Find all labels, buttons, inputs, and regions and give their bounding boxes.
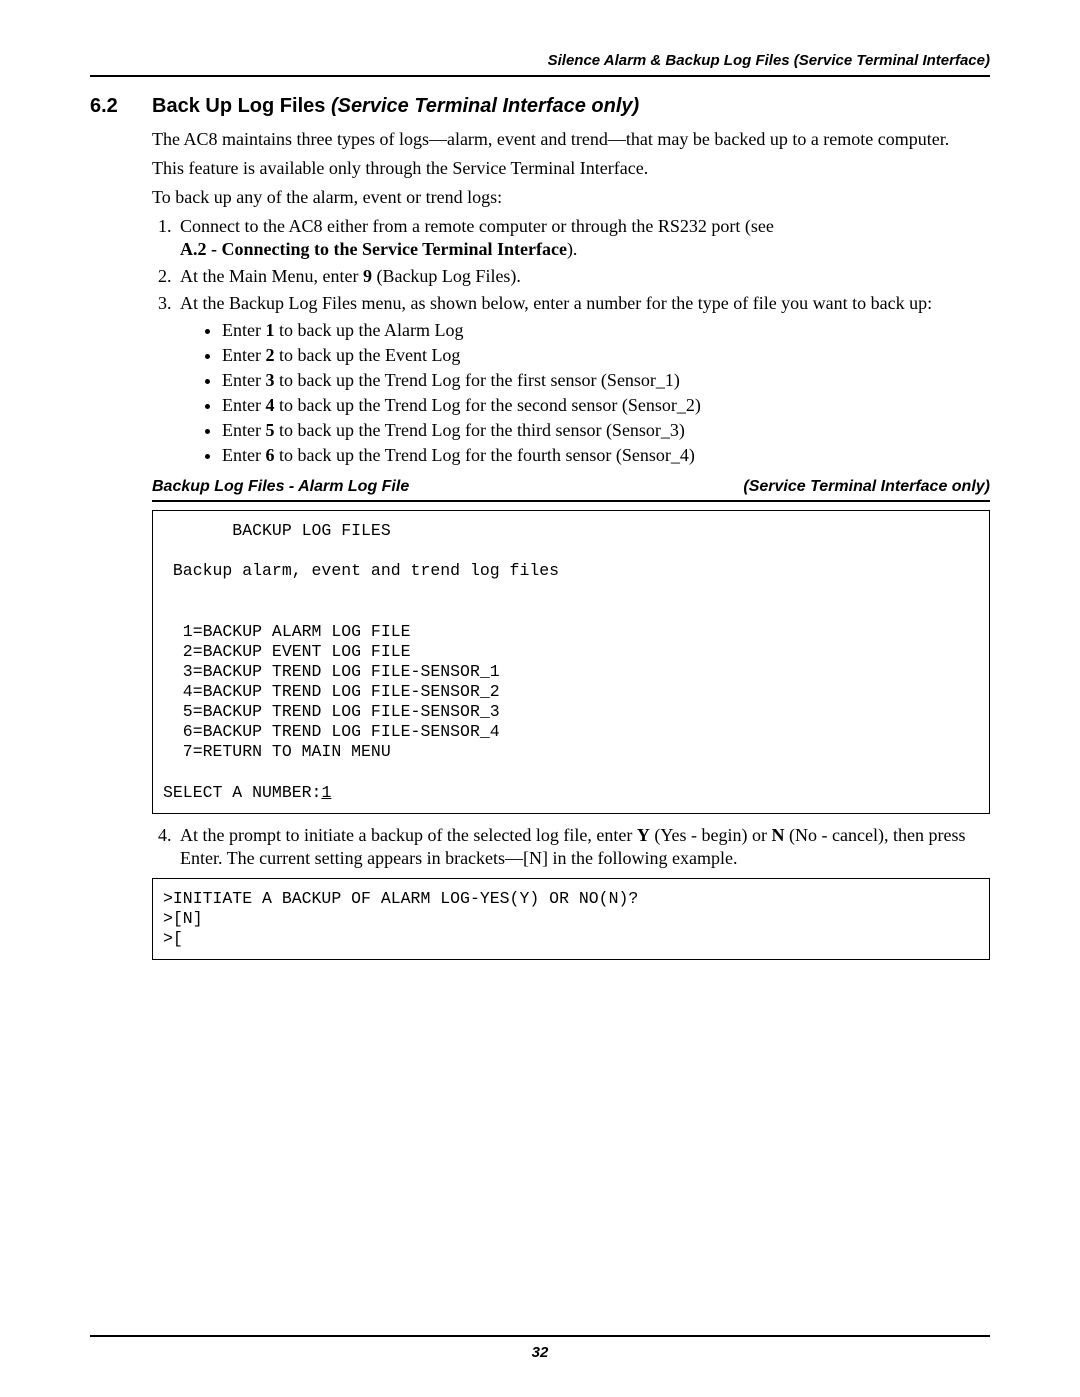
sub-bullets: Enter 1 to back up the Alarm Log Enter 2… (180, 319, 990, 467)
code-line: 6=BACKUP TREND LOG FILE-SENSOR_4 (163, 722, 500, 741)
bullet-text: to back up the Trend Log for the third s… (274, 420, 684, 440)
bullet-text: to back up the Alarm Log (274, 320, 463, 340)
step-bold: A.2 - Connecting to the Service Terminal… (180, 239, 567, 259)
figure-caption-right: (Service Terminal Interface only) (743, 477, 990, 497)
body-text: The AC8 maintains three types of logs—al… (152, 128, 990, 960)
paragraph: The AC8 maintains three types of logs—al… (152, 128, 990, 151)
code-line: BACKUP LOG FILES (163, 521, 391, 540)
section-number: 6.2 (90, 95, 152, 118)
ordered-steps: Connect to the AC8 either from a remote … (152, 215, 990, 467)
document-page: Silence Alarm & Backup Log Files (Servic… (0, 0, 1080, 1397)
code-line: >[ (163, 929, 183, 948)
step-text: ). (567, 239, 578, 259)
bullet-text: to back up the Trend Log for the second … (274, 395, 700, 415)
paragraph: To back up any of the alarm, event or tr… (152, 186, 990, 209)
bullet-text: Enter (222, 420, 265, 440)
step-bold: N (772, 825, 785, 845)
bullet-item: Enter 4 to back up the Trend Log for the… (222, 394, 990, 417)
running-header: Silence Alarm & Backup Log Files (Servic… (90, 52, 990, 77)
figure-caption-left: Backup Log Files - Alarm Log File (152, 477, 409, 497)
section-heading: 6.2 Back Up Log Files (Service Terminal … (90, 95, 990, 118)
terminal-box-2: >INITIATE A BACKUP OF ALARM LOG-YES(Y) O… (152, 878, 990, 960)
step-item: At the Main Menu, enter 9 (Backup Log Fi… (176, 265, 990, 288)
ordered-steps-cont: At the prompt to initiate a backup of th… (152, 824, 990, 870)
step-text: At the prompt to initiate a backup of th… (180, 825, 637, 845)
step-bold: 9 (363, 266, 372, 286)
section-title-plain: Back Up Log Files (152, 95, 331, 117)
step-text: At the Backup Log Files menu, as shown b… (180, 293, 932, 313)
bullet-text: Enter (222, 370, 265, 390)
step-text: Connect to the AC8 either from a remote … (180, 216, 774, 236)
bullet-text: Enter (222, 320, 265, 340)
code-line: 4=BACKUP TREND LOG FILE-SENSOR_2 (163, 682, 500, 701)
bullet-item: Enter 2 to back up the Event Log (222, 344, 990, 367)
bullet-item: Enter 5 to back up the Trend Log for the… (222, 419, 990, 442)
paragraph: This feature is available only through t… (152, 157, 990, 180)
code-line: 7=RETURN TO MAIN MENU (163, 742, 391, 761)
code-line: >INITIATE A BACKUP OF ALARM LOG-YES(Y) O… (163, 889, 638, 908)
code-line: 1=BACKUP ALARM LOG FILE (163, 622, 411, 641)
bullet-text: Enter (222, 395, 265, 415)
figure-caption: Backup Log Files - Alarm Log File (Servi… (152, 477, 990, 501)
bullet-text: Enter (222, 445, 265, 465)
step-text: (Backup Log Files). (372, 266, 521, 286)
bullet-item: Enter 3 to back up the Trend Log for the… (222, 369, 990, 392)
bullet-text: Enter (222, 345, 265, 365)
section-title-italic: (Service Terminal Interface only) (331, 95, 639, 117)
bullet-item: Enter 1 to back up the Alarm Log (222, 319, 990, 342)
step-item: At the prompt to initiate a backup of th… (176, 824, 990, 870)
step-item: At the Backup Log Files menu, as shown b… (176, 292, 990, 467)
bullet-text: to back up the Event Log (274, 345, 460, 365)
section-title: Back Up Log Files (Service Terminal Inte… (152, 95, 639, 118)
footer-rule (90, 1335, 990, 1337)
page-number: 32 (0, 1344, 1080, 1361)
bullet-text: to back up the Trend Log for the first s… (274, 370, 679, 390)
step-bold: Y (637, 825, 650, 845)
code-line: Backup alarm, event and trend log files (163, 561, 559, 580)
step-text: (Yes - begin) or (650, 825, 772, 845)
code-line: 2=BACKUP EVENT LOG FILE (163, 642, 411, 661)
terminal-box-1: BACKUP LOG FILES Backup alarm, event and… (152, 510, 990, 814)
code-line: SELECT A NUMBER: (163, 783, 321, 802)
step-item: Connect to the AC8 either from a remote … (176, 215, 990, 261)
step-text: At the Main Menu, enter (180, 266, 363, 286)
bullet-text: to back up the Trend Log for the fourth … (274, 445, 694, 465)
bullet-item: Enter 6 to back up the Trend Log for the… (222, 444, 990, 467)
code-underlined-input: 1 (321, 783, 331, 802)
code-line: 5=BACKUP TREND LOG FILE-SENSOR_3 (163, 702, 500, 721)
code-line: 3=BACKUP TREND LOG FILE-SENSOR_1 (163, 662, 500, 681)
code-line: >[N] (163, 909, 203, 928)
